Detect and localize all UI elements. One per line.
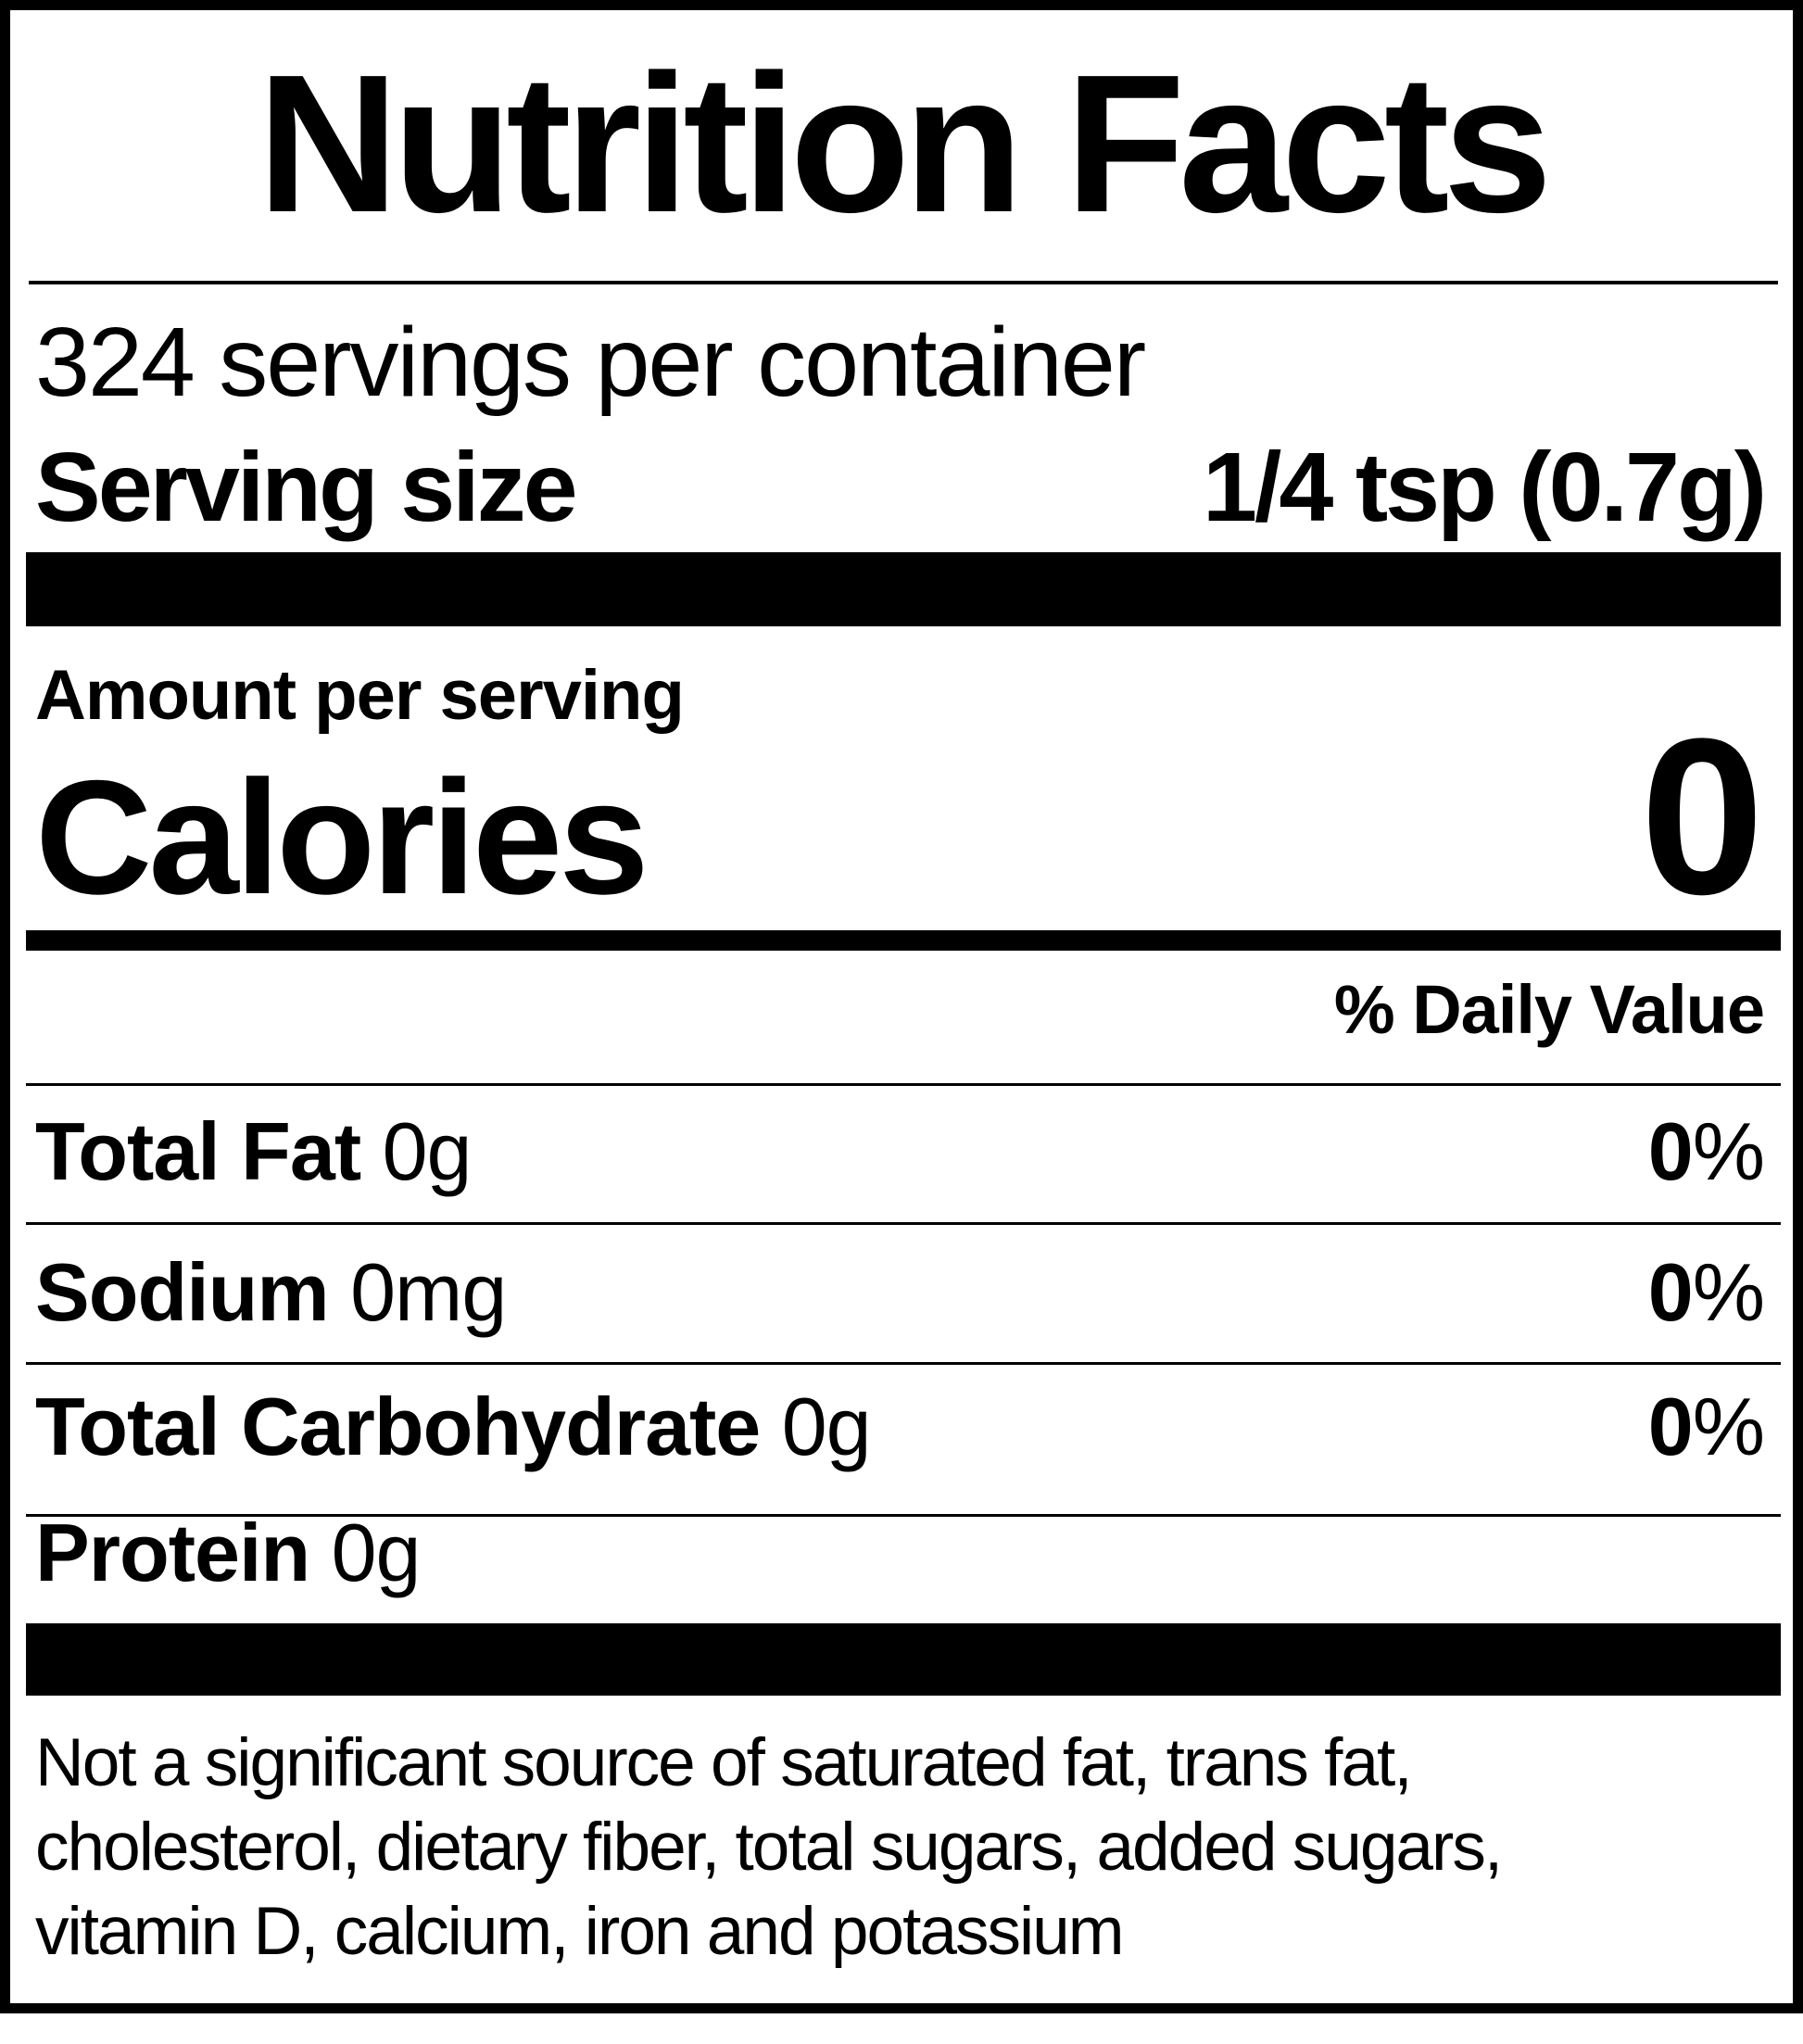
serving-size-row: Serving size 1/4 tsp (0.7g) <box>35 433 1767 542</box>
serving-size-label: Serving size <box>35 433 578 542</box>
dv-number: 0 <box>1647 1381 1694 1472</box>
nutrient-name: Total Carbohydrate <box>35 1381 761 1472</box>
nutrient-row-protein: Protein 0g <box>35 1512 1764 1594</box>
separator-line <box>26 1514 1781 1517</box>
nutrient-name: Sodium <box>35 1246 330 1338</box>
nutrient-name-amount: Sodium 0mg <box>35 1252 507 1333</box>
nutrient-row-sodium: Sodium 0mg 0% <box>35 1252 1765 1333</box>
thick-bar-bottom <box>26 1623 1781 1696</box>
nutrient-amount <box>360 1105 382 1197</box>
medium-bar-under-calories <box>26 930 1781 951</box>
nutrient-name-amount: Total Carbohydrate 0g <box>35 1386 872 1468</box>
nutrient-name: Total Fat <box>35 1105 361 1197</box>
nutrient-amount-value: 0g <box>331 1507 422 1598</box>
nutrient-amount <box>329 1246 350 1338</box>
nutrient-dv: 0% <box>1648 1111 1765 1192</box>
nutrient-name: Protein <box>35 1507 310 1598</box>
daily-value-header: % Daily Value <box>1333 971 1765 1048</box>
dv-percent-sign: % <box>1692 1381 1765 1472</box>
dv-percent-sign: % <box>1692 1246 1765 1338</box>
calories-label: Calories <box>35 748 649 928</box>
servings-per-container: 324 servings per container <box>35 308 1146 417</box>
amount-per-serving-label: Amount per serving <box>35 656 685 735</box>
thick-bar-top <box>26 552 1781 626</box>
separator-line <box>26 1362 1781 1365</box>
footnote-line: cholesterol, dietary fiber, total sugars… <box>35 1810 1503 1885</box>
nutrient-row-total-carbohydrate: Total Carbohydrate 0g 0% <box>35 1386 1765 1468</box>
footnote-line: Not a significant source of saturated fa… <box>35 1725 1413 1800</box>
nutrient-dv: 0% <box>1648 1252 1765 1333</box>
nutrient-amount-value: 0mg <box>350 1246 507 1338</box>
dv-percent-sign: % <box>1692 1105 1765 1197</box>
calories-value: 0 <box>1640 692 1764 940</box>
separator-line <box>26 1083 1781 1086</box>
nutrient-dv: 0% <box>1648 1386 1765 1468</box>
dv-number: 0 <box>1647 1246 1694 1338</box>
footnote-line: vitamin D, calcium, iron and potassium <box>35 1894 1125 1969</box>
nutrient-amount-value: 0g <box>382 1105 473 1197</box>
nutrient-name-amount: Total Fat 0g <box>35 1111 472 1192</box>
footnote: Not a significant source of saturated fa… <box>35 1721 1746 1974</box>
label-title: Nutrition Facts <box>257 33 1553 253</box>
nutrient-amount <box>760 1381 781 1472</box>
nutrient-amount-value: 0g <box>781 1381 872 1472</box>
serving-size-value: 1/4 tsp (0.7g) <box>1203 433 1767 542</box>
nutrient-amount <box>309 1507 331 1598</box>
dv-number: 0 <box>1647 1105 1694 1197</box>
divider-under-title <box>29 281 1778 284</box>
separator-line <box>26 1222 1781 1225</box>
nutrient-name-amount: Protein 0g <box>35 1512 421 1594</box>
calories-row: Calories 0 <box>35 705 1764 927</box>
nutrient-row-total-fat: Total Fat 0g 0% <box>35 1111 1765 1192</box>
